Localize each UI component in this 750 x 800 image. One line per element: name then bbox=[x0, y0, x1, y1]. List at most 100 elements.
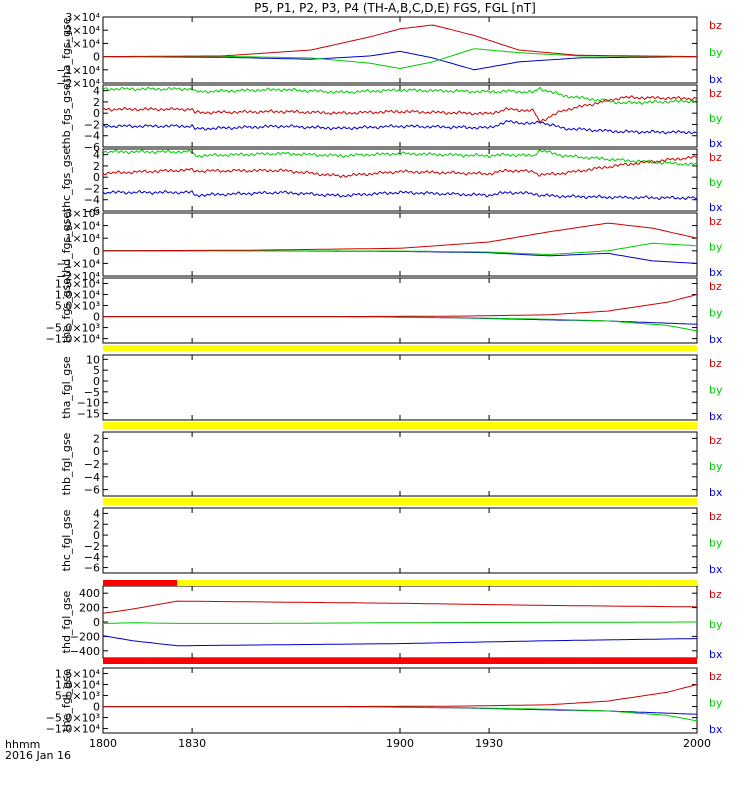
y-tick-label: −400 bbox=[70, 645, 100, 658]
y-tick-label: −4 bbox=[84, 194, 100, 207]
panel-frame bbox=[102, 16, 698, 84]
y-tick-label: 0 bbox=[93, 445, 100, 458]
y-tick-label: 2 bbox=[93, 518, 100, 531]
y-tick-label: 2 bbox=[93, 96, 100, 109]
legend-bx: bx bbox=[709, 266, 723, 279]
legend-bz: bz bbox=[709, 510, 722, 523]
y-tick-label: 1×10⁴ bbox=[65, 232, 100, 245]
x-axis: 1800 1830 1900 1930 2000 bbox=[89, 17, 711, 750]
y-axis-label: tha_fgl_gse bbox=[60, 356, 73, 419]
page-title: P5, P1, P2, P3, P4 (TH-A,B,C,D,E) FGS, F… bbox=[254, 1, 536, 15]
legend-by: by bbox=[709, 46, 723, 59]
y-tick-label: −6 bbox=[84, 205, 100, 218]
panel-frame bbox=[102, 84, 698, 148]
series-line-by bbox=[102, 149, 698, 167]
y-axis-label: thb_fgs_gse bbox=[60, 83, 73, 149]
y-tick-label: 0 bbox=[93, 107, 100, 120]
panel-frame bbox=[102, 148, 698, 212]
series-line-bx bbox=[103, 50, 697, 71]
y-tick-label: −2×10⁴ bbox=[56, 77, 100, 90]
y-tick-label: 10 bbox=[86, 353, 100, 366]
legend-bx: bx bbox=[709, 137, 723, 150]
x-tick-label: 1830 bbox=[178, 737, 206, 750]
y-tick-label: 5.0×10³ bbox=[55, 300, 100, 313]
legend-bx: bx bbox=[709, 73, 723, 86]
y-tick-label: 400 bbox=[79, 587, 100, 600]
panel-thb_fgs_gse: 420−2−4−6 thb_fgs_gse bz by bx bbox=[60, 83, 723, 154]
series-line-by bbox=[103, 621, 697, 624]
y-axis-label: the_fgs_gse bbox=[60, 278, 73, 343]
y-axis-label: the_fgl_gse bbox=[60, 669, 73, 732]
series-line-by bbox=[103, 316, 698, 332]
legend-bx: bx bbox=[709, 410, 723, 423]
panel-thb_fgl_gse: 20−2−4−6 thb_fgl_gse bz by bx bbox=[60, 431, 723, 499]
series-line-bz bbox=[103, 684, 698, 708]
y-tick-label: 2×10⁴ bbox=[65, 24, 100, 37]
legend-bx: bx bbox=[709, 648, 723, 661]
series-line-bx bbox=[102, 635, 697, 647]
legend-bz: bz bbox=[709, 19, 722, 32]
panel-thc_fgs_gse: 420−2−4−6 thc_fgs_gse bz by bx bbox=[60, 148, 723, 218]
legend-bz: bz bbox=[709, 151, 722, 164]
series-line-bx bbox=[103, 316, 698, 325]
legend-bz: bz bbox=[709, 670, 722, 683]
y-tick-label: −6 bbox=[84, 484, 100, 497]
panel-frame bbox=[102, 277, 698, 344]
y-tick-label: −2 bbox=[84, 118, 100, 131]
panel-frame bbox=[102, 507, 698, 574]
legend-by: by bbox=[709, 307, 723, 320]
y-axis-label: tha_fgs_gse bbox=[60, 17, 73, 82]
series-line-by bbox=[103, 706, 698, 722]
legend-bx: bx bbox=[709, 486, 723, 499]
y-tick-label: −5.0×10³ bbox=[46, 712, 100, 725]
legend-by: by bbox=[709, 697, 723, 710]
series-line-bz bbox=[103, 294, 698, 318]
y-tick-label: −200 bbox=[70, 630, 100, 643]
series-line-bx bbox=[102, 120, 698, 135]
y-tick-label: −6 bbox=[84, 141, 100, 154]
y-axis-label: thc_fgs_gse bbox=[60, 148, 73, 213]
x-tick-label: 1900 bbox=[386, 737, 414, 750]
series-line-bz bbox=[102, 155, 698, 179]
legend-by: by bbox=[709, 112, 723, 125]
legend-bz: bz bbox=[709, 215, 722, 228]
y-tick-label: 4 bbox=[93, 85, 100, 98]
y-tick-label: −5 bbox=[84, 386, 100, 399]
y-tick-label: −1.0×10⁴ bbox=[46, 723, 101, 736]
status-bars-group bbox=[103, 345, 697, 664]
y-tick-label: −4 bbox=[84, 130, 100, 143]
y-tick-label: 0 bbox=[93, 616, 100, 629]
y-tick-label: −2 bbox=[84, 540, 100, 553]
y-tick-label: 4 bbox=[93, 149, 100, 162]
y-tick-label: −2×10⁴ bbox=[56, 270, 100, 283]
y-tick-label: 0 bbox=[93, 171, 100, 184]
y-tick-label: −5.0×10³ bbox=[46, 322, 100, 335]
y-tick-label: −2 bbox=[84, 182, 100, 195]
legend-by: by bbox=[709, 241, 723, 254]
status-bar-segment bbox=[103, 498, 697, 505]
status-bar-segment bbox=[103, 658, 697, 664]
y-axis-label: thd_fgl_gse bbox=[60, 590, 73, 653]
y-tick-label: 1.0×10⁴ bbox=[55, 289, 101, 302]
y-tick-label: 3×10⁴ bbox=[65, 11, 100, 24]
y-tick-label: 1.0×10⁴ bbox=[55, 679, 101, 692]
panel-frame bbox=[102, 431, 698, 497]
legend-bx: bx bbox=[709, 723, 723, 736]
legend-bz: bz bbox=[709, 588, 722, 601]
y-axis-label: thc_fgl_gse bbox=[60, 509, 73, 571]
y-tick-label: −1.0×10⁴ bbox=[46, 333, 101, 346]
legend-by: by bbox=[709, 384, 723, 397]
series-line-bz bbox=[103, 24, 697, 58]
status-bar-segment bbox=[103, 345, 697, 351]
series-line-bz bbox=[103, 95, 698, 124]
y-tick-label: 3×10⁴ bbox=[65, 207, 100, 220]
y-tick-label: 5 bbox=[93, 364, 100, 377]
legend-by: by bbox=[709, 176, 723, 189]
series-line-bx bbox=[103, 250, 698, 264]
footer-date-label: 2016 Jan 16 bbox=[5, 749, 71, 762]
series-line-bz bbox=[102, 600, 698, 614]
